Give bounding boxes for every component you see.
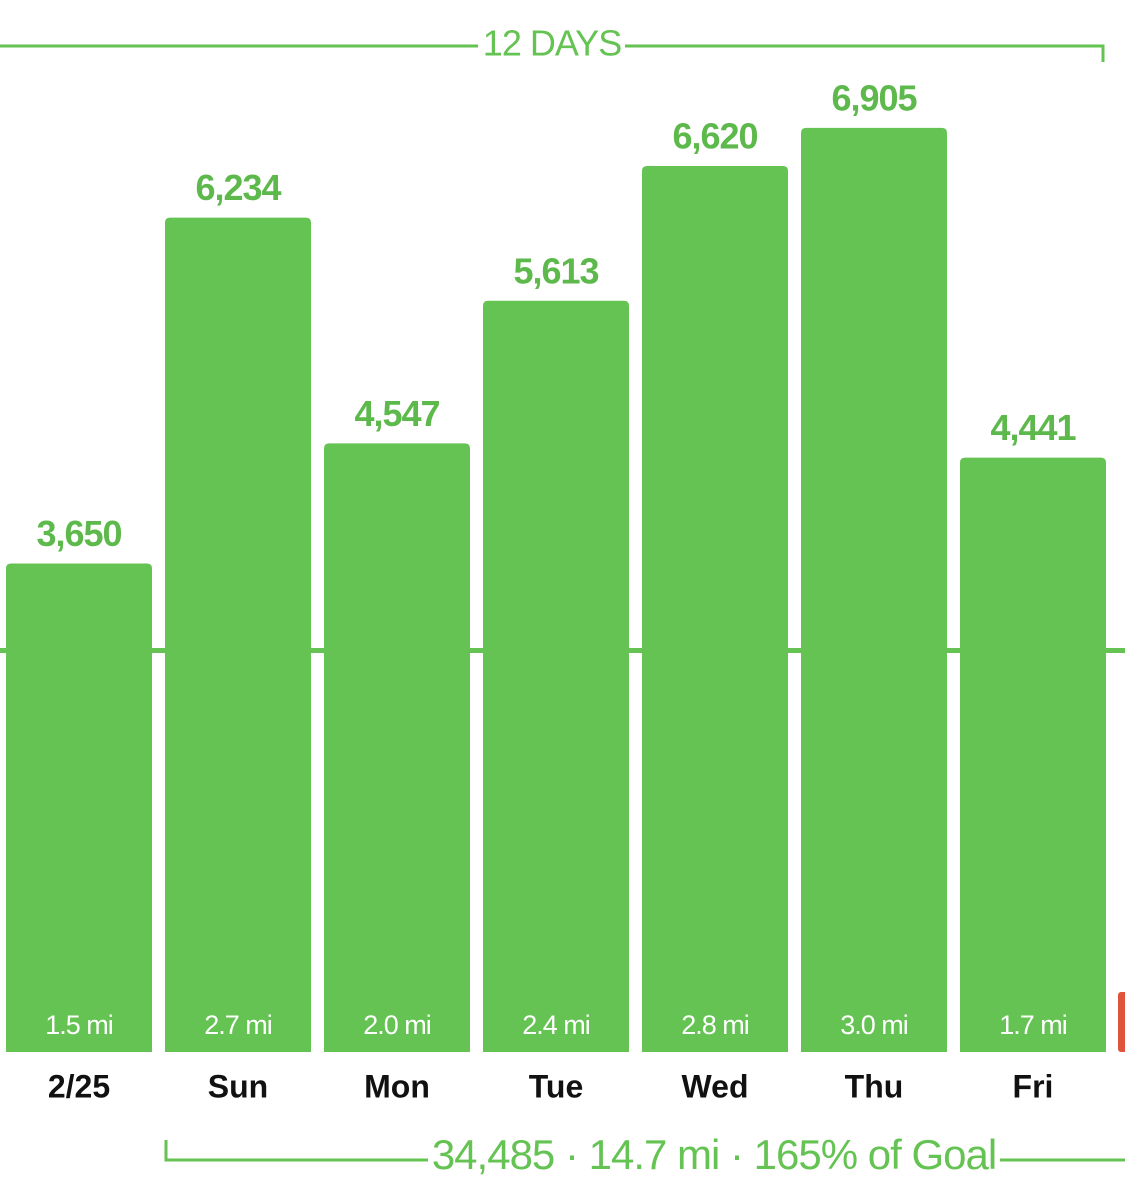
summary: 34,485 · 14.7 mi · 165% of Goal [432, 1131, 996, 1178]
value-label: 4,441 [990, 407, 1076, 448]
value-label: 6,905 [831, 77, 917, 118]
bar [960, 457, 1106, 1052]
bottom-bracket [164, 1140, 1125, 1162]
distance-label: 2.7 mi [204, 1010, 272, 1040]
distance-label: 3.0 mi [840, 1010, 908, 1040]
bar [165, 217, 311, 1052]
bar [324, 443, 470, 1053]
x-tick-label: 2/25 [48, 1068, 110, 1104]
distance-label: 2.0 mi [363, 1010, 431, 1040]
distance-label: 2.8 mi [681, 1010, 749, 1040]
x-tick-label: Sun [208, 1068, 268, 1104]
value-label: 6,620 [672, 115, 757, 156]
bar [6, 563, 152, 1052]
top-bracket [0, 44, 1105, 62]
x-tick-label: Wed [682, 1068, 749, 1104]
value-label: 5,613 [513, 250, 598, 291]
x-tick-label: Fri [1013, 1068, 1054, 1104]
bar [801, 127, 947, 1052]
value-label: 3,650 [36, 513, 121, 554]
value-label: 6,234 [195, 167, 281, 208]
period-label: 12 DAYS [483, 23, 621, 64]
bar [483, 300, 629, 1052]
partial-bar [1118, 992, 1125, 1052]
x-tick-label: Mon [364, 1068, 430, 1104]
distance-label: 1.5 mi [45, 1010, 113, 1040]
x-tick-label: Tue [529, 1068, 584, 1104]
distance-label: 2.4 mi [522, 1010, 590, 1040]
value-label: 4,547 [354, 393, 439, 434]
x-tick-label: Thu [845, 1068, 904, 1104]
distance-label: 1.7 mi [999, 1010, 1067, 1040]
bar [642, 165, 788, 1053]
